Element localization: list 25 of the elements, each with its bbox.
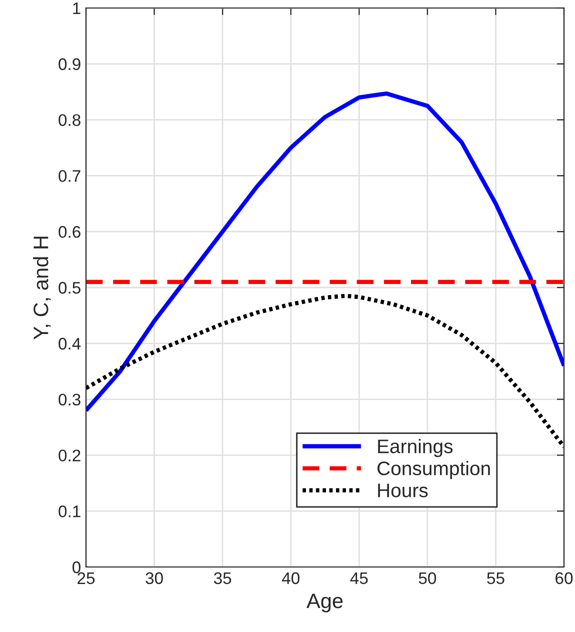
- legend-label: Earnings: [378, 438, 453, 458]
- y-tick-label: 0.1: [58, 506, 80, 518]
- y-tick-label: 1: [73, 2, 80, 14]
- y-axis-title: Y, C, and H: [32, 236, 51, 340]
- legend-label: Hours: [378, 484, 428, 498]
- y-tick-label: 0.6: [58, 226, 80, 238]
- x-tick-label: 40: [282, 572, 300, 584]
- y-tick-label: 0.8: [58, 114, 80, 126]
- y-tick-label: 0.3: [58, 394, 80, 406]
- x-tick-label: 30: [146, 572, 163, 584]
- x-tick-label: 25: [78, 572, 95, 584]
- x-tick-label: 55: [487, 572, 504, 584]
- y-tick-label: 0.2: [58, 450, 80, 462]
- y-tick-label: 0: [72, 561, 80, 574]
- x-tick-label: 45: [350, 572, 368, 584]
- line-series: [86, 91, 564, 413]
- x-tick-label: 60: [556, 572, 573, 584]
- y-tick-label: 0.4: [58, 338, 81, 350]
- y-tick-label: 0.9: [58, 58, 80, 70]
- legend-label: Consumption: [378, 460, 490, 480]
- x-axis-title: Age: [306, 594, 343, 612]
- x-tick-label: 50: [418, 572, 436, 584]
- y-tick-label: 0.7: [58, 170, 80, 182]
- x-tick-label: 35: [214, 572, 232, 584]
- y-tick-label: 0.5: [58, 282, 80, 294]
